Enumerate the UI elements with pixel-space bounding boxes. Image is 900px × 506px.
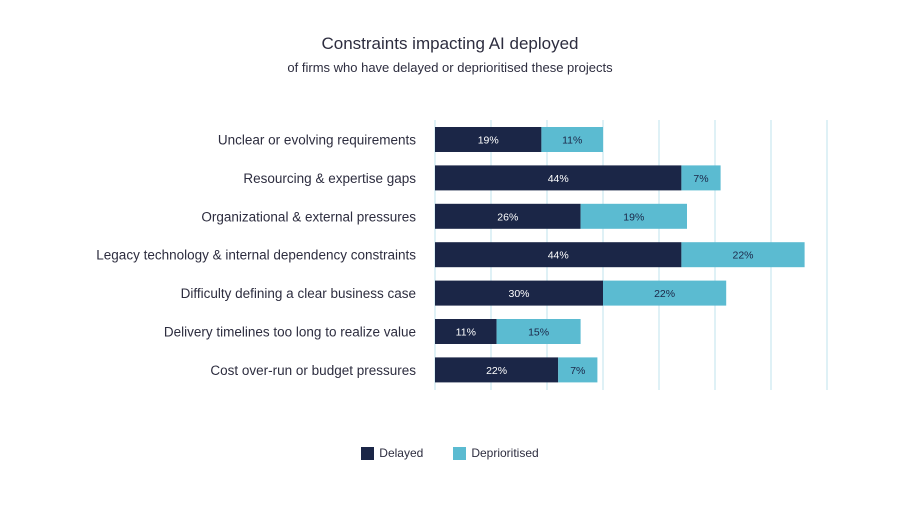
data-label-deprioritised-2: 19% xyxy=(623,211,644,223)
bar-deprioritised-5 xyxy=(496,319,581,344)
bar-delayed-3 xyxy=(435,242,682,268)
legend-swatch-deprioritised xyxy=(453,446,467,460)
legend-item-delayed: Delayed xyxy=(361,446,423,460)
category-label-2: Organizational & external pressures xyxy=(201,209,416,224)
data-label-delayed-4: 30% xyxy=(508,288,529,300)
data-label-delayed-2: 26% xyxy=(497,211,518,223)
data-label-deprioritised-4: 22% xyxy=(654,288,675,300)
category-label-3: Legacy technology & internal dependency … xyxy=(96,248,416,263)
bar-delayed-2 xyxy=(435,203,581,229)
chart-title: Constraints impacting AI deployed xyxy=(321,34,579,53)
bar-delayed-5 xyxy=(435,319,497,344)
category-label-0: Unclear or evolving requirements xyxy=(218,133,416,148)
bar-delayed-4 xyxy=(435,280,603,306)
data-label-delayed-5: 11% xyxy=(456,327,476,339)
chart-subtitle: of firms who have delayed or deprioritis… xyxy=(287,60,613,75)
bar-deprioritised-6 xyxy=(558,357,598,383)
data-label-deprioritised-5: 15% xyxy=(528,327,549,339)
category-label-4: Difficulty defining a clear business cas… xyxy=(181,286,416,301)
bar-delayed-1 xyxy=(435,165,682,191)
bar-deprioritised-4 xyxy=(603,280,727,306)
bar-deprioritised-3 xyxy=(681,242,805,268)
category-label-5: Delivery timelines too long to realize v… xyxy=(164,325,416,340)
data-label-delayed-3: 44% xyxy=(548,250,569,262)
data-label-delayed-1: 44% xyxy=(548,173,569,185)
data-label-deprioritised-3: 22% xyxy=(732,250,753,262)
legend-label-delayed: Delayed xyxy=(379,446,424,460)
legend-item-deprioritised: Deprioritised xyxy=(453,446,539,460)
data-label-deprioritised-0: 11% xyxy=(562,135,582,147)
legend: Delayed Deprioritised xyxy=(0,446,900,460)
legend-swatch-delayed xyxy=(361,446,375,460)
data-label-deprioritised-6: 7% xyxy=(570,365,585,377)
category-label-6: Cost over-run or budget pressures xyxy=(210,363,416,378)
bar-deprioritised-2 xyxy=(580,203,687,229)
bar-delayed-6 xyxy=(435,357,559,383)
data-label-deprioritised-1: 7% xyxy=(693,173,708,185)
bar-deprioritised-0 xyxy=(541,127,603,152)
bar-deprioritised-1 xyxy=(681,165,721,191)
category-label-1: Resourcing & expertise gaps xyxy=(243,171,416,186)
legend-label-deprioritised: Deprioritised xyxy=(471,446,539,460)
bar-delayed-0 xyxy=(435,127,542,152)
data-label-delayed-6: 22% xyxy=(486,365,507,377)
data-label-delayed-0: 19% xyxy=(478,135,499,147)
